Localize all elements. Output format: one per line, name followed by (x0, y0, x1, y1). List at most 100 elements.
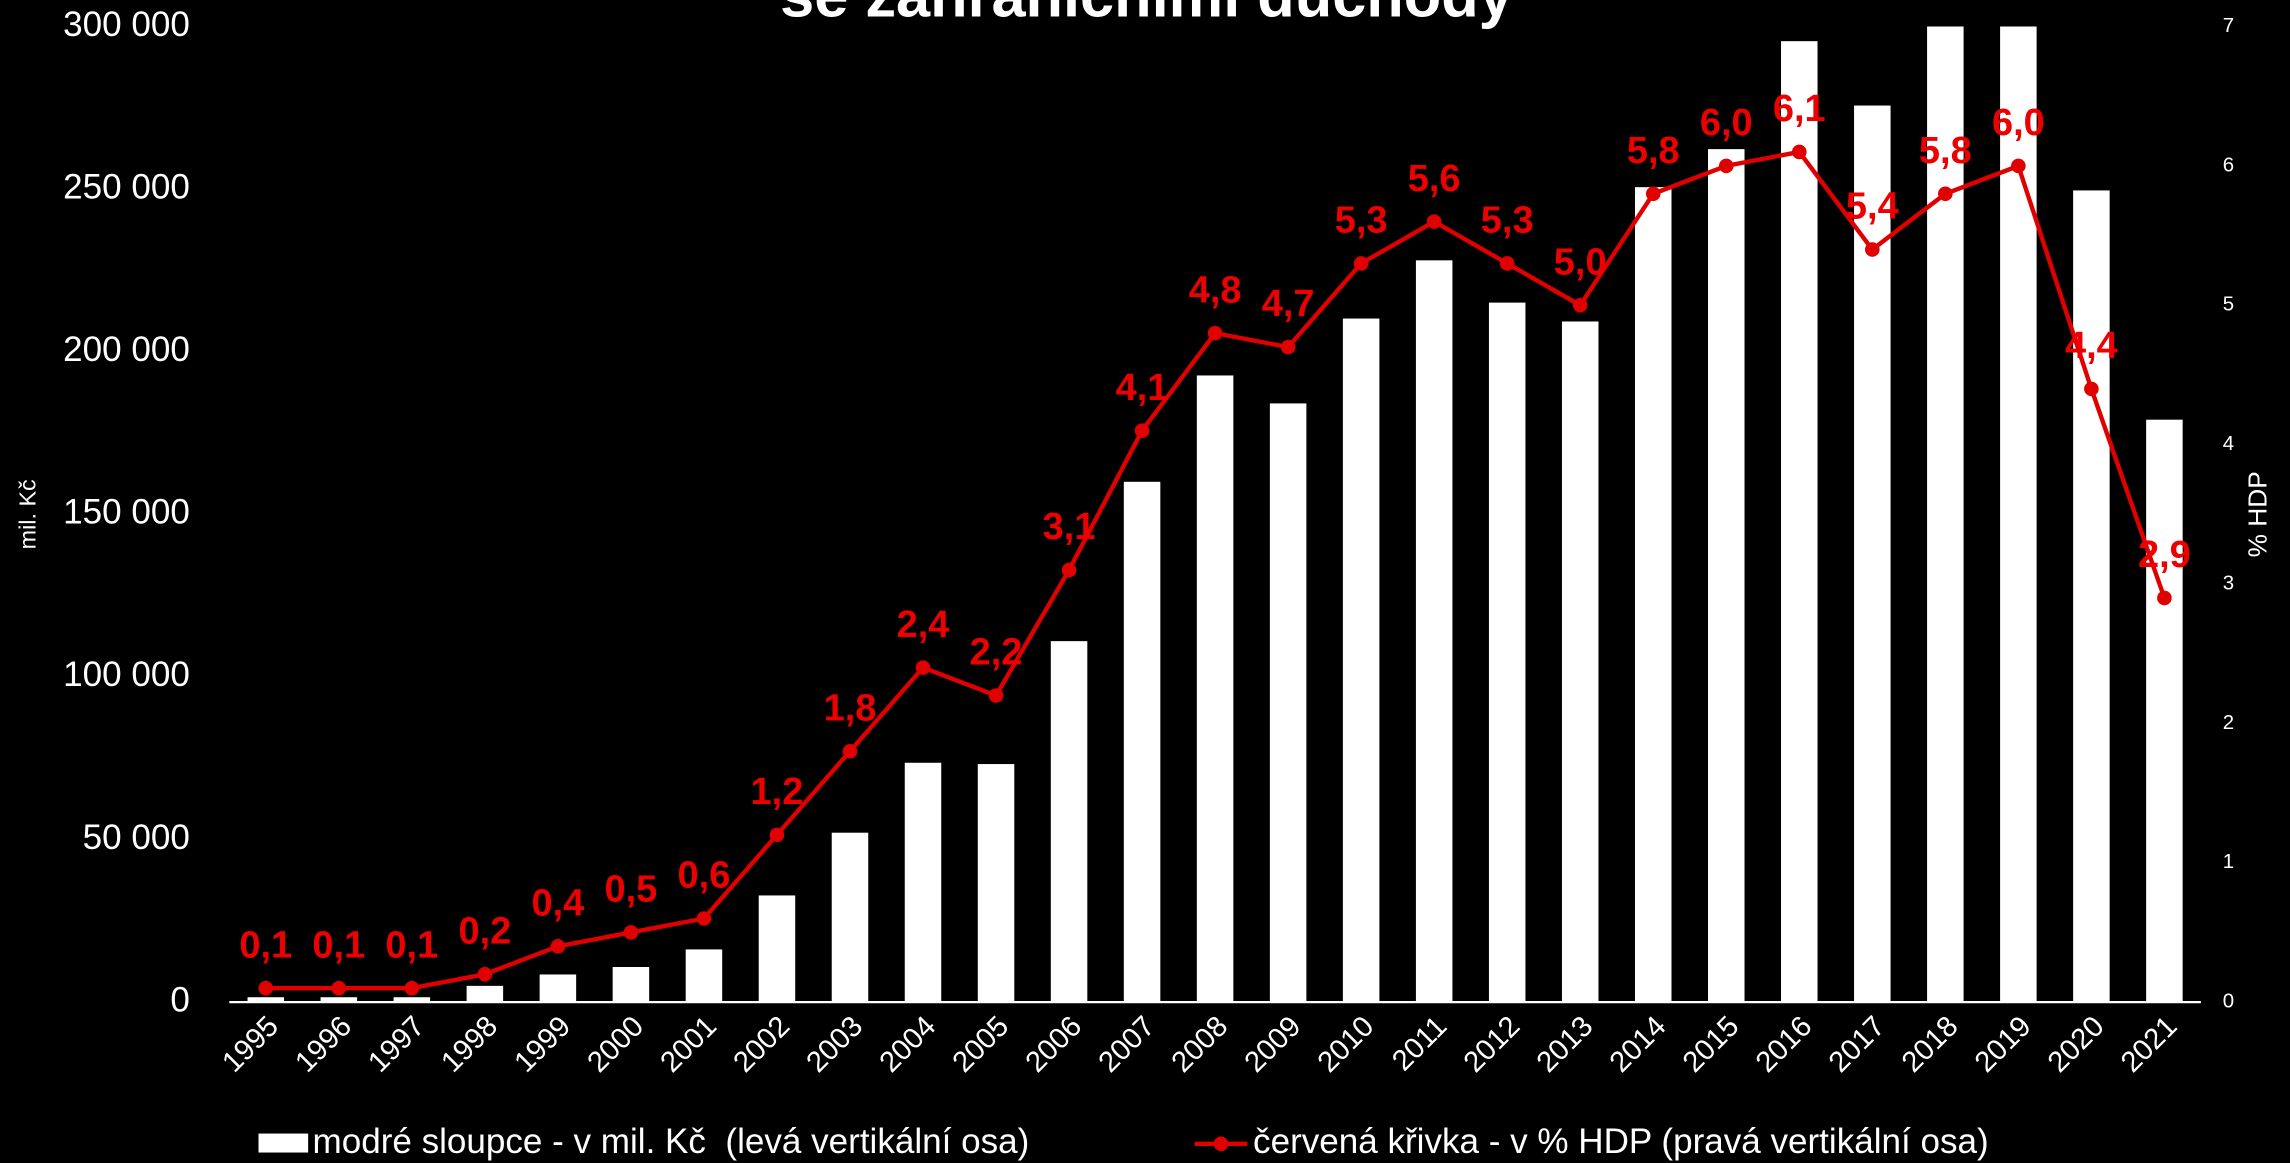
bar (1634, 187, 1672, 1003)
point (331, 980, 347, 996)
point (988, 688, 1004, 703)
y2-tick-label: 2 (2223, 711, 2234, 734)
point (1865, 242, 1880, 257)
x-tick-label: 2006 (1020, 1010, 1089, 1079)
bar (1196, 375, 1234, 1003)
y-tick-label: 50 000 (83, 818, 190, 857)
point (1207, 325, 1223, 341)
data-label: 4,1 (1116, 367, 1169, 409)
y2-tick-label: 0 (2223, 990, 2234, 1013)
bar (1561, 321, 1599, 1003)
bar (758, 895, 796, 1003)
x-tick-label: 2002 (728, 1010, 797, 1079)
x-tick-label: 2021 (2115, 1010, 2184, 1079)
x-tick-label: 1996 (289, 1010, 358, 1079)
point (623, 925, 639, 940)
point (2011, 158, 2026, 174)
point (1718, 158, 1734, 174)
x-tick-label: 2019 (1969, 1010, 2038, 1079)
data-label: 3,1 (1043, 506, 1096, 548)
data-label: 2,4 (897, 604, 950, 646)
y2-tick-label: 6 (2223, 153, 2234, 176)
data-label: 2,2 (970, 632, 1023, 674)
point (1353, 256, 1369, 271)
data-label: 6,0 (1700, 102, 1753, 144)
chart-title: se zahraničními důchody (780, 0, 1513, 29)
x-tick-label: 2018 (1896, 1010, 1965, 1079)
x-tick-label: 2011 (1386, 1010, 1453, 1077)
bar (1123, 481, 1161, 1003)
bar (539, 974, 577, 1003)
x-tick-label: 2017 (1823, 1010, 1892, 1079)
y2-tick-label: 3 (2223, 571, 2234, 594)
point (915, 660, 931, 675)
bar (904, 762, 942, 1003)
x-tick-label: 1997 (362, 1010, 431, 1079)
data-label: 5,8 (1627, 130, 1680, 172)
data-label: 0,2 (458, 910, 511, 952)
point (1134, 423, 1150, 438)
data-label: 0,4 (531, 883, 584, 925)
y-tick-label: 200 000 (63, 330, 190, 369)
legend-label: červená křivka - v % HDP (pravá vertikál… (1253, 1122, 1989, 1161)
bar (1708, 149, 1745, 1003)
y-tick-label: 150 000 (63, 493, 190, 532)
bar (685, 949, 723, 1003)
data-label: 6,1 (1773, 88, 1826, 130)
y-tick-label: 0 (170, 980, 189, 1019)
data-label: 0,6 (678, 855, 731, 897)
data-label: 0,5 (605, 869, 658, 911)
x-tick-label: 2014 (1604, 1010, 1673, 1079)
data-label: 6,0 (1992, 102, 2045, 144)
data-label: 2,9 (2138, 534, 2191, 576)
point (404, 980, 420, 996)
bars (247, 26, 2183, 1003)
y-tick-label: 250 000 (63, 167, 190, 206)
data-label: 0,1 (312, 924, 365, 966)
bar (1488, 302, 1526, 1003)
x-tick-label: 2003 (801, 1010, 870, 1079)
y2-axis-label: % HDP (2242, 471, 2272, 557)
point (1572, 297, 1588, 313)
bar (466, 985, 504, 1003)
bar (320, 997, 358, 1003)
y2-tick-label: 5 (2223, 293, 2234, 316)
data-label: 0,1 (239, 924, 292, 966)
x-tick-label: 2007 (1093, 1010, 1162, 1079)
x-tick-label: 1995 (216, 1010, 285, 1079)
bar (831, 832, 869, 1003)
bar (1342, 318, 1380, 1003)
point (1791, 144, 1807, 160)
x-tick-label: 2009 (1239, 1010, 1308, 1079)
data-label: 5,0 (1554, 241, 1607, 283)
x-tick-label: 1999 (509, 1010, 578, 1079)
x-tick-label: 2010 (1312, 1010, 1381, 1079)
point (1061, 562, 1077, 578)
y2-tick-label: 7 (2223, 14, 2234, 37)
data-label: 1,2 (751, 771, 804, 813)
point (1645, 186, 1661, 202)
data-label: 4,4 (2065, 325, 2118, 367)
x-tick-label: 2013 (1531, 1010, 1600, 1079)
bar (2000, 26, 2037, 1003)
bar (1050, 641, 1088, 1003)
point (2157, 590, 2172, 606)
data-label: 5,6 (1408, 158, 1461, 200)
bar (1269, 403, 1307, 1003)
data-label: 4,7 (1262, 283, 1315, 325)
x-tick-label: 2001 (655, 1010, 724, 1079)
x-tick-label: 2015 (1677, 1010, 1746, 1079)
legend-swatch (1213, 1136, 1229, 1152)
x-tick-label: 2012 (1458, 1010, 1527, 1079)
point (2084, 381, 2099, 397)
bar (393, 997, 431, 1003)
point (1938, 186, 1953, 202)
y2-tick-label: 4 (2223, 432, 2234, 455)
legend-label: modré sloupce - v mil. Kč (levá vertikál… (313, 1122, 1030, 1161)
data-label: 5,3 (1481, 200, 1534, 242)
bar (2073, 190, 2110, 1003)
bar (612, 966, 650, 1003)
point (842, 743, 858, 759)
data-label: 5,3 (1335, 200, 1388, 242)
